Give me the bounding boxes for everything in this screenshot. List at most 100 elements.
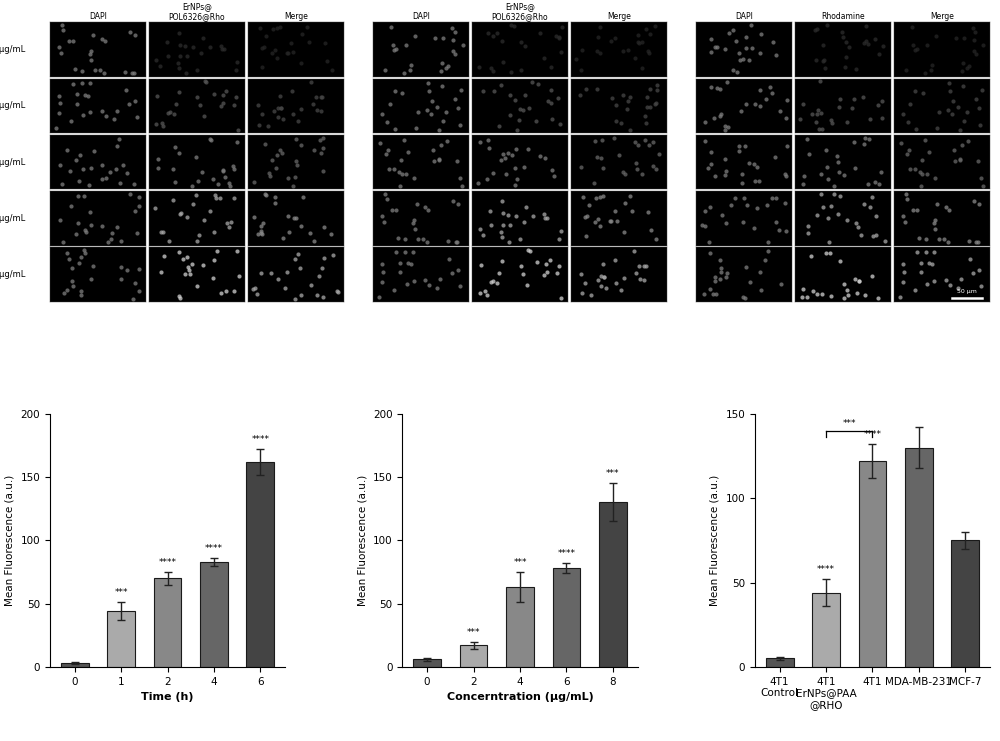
Point <box>206 112 222 124</box>
Point <box>929 76 945 87</box>
Point <box>379 249 395 261</box>
Bar <box>200 562 228 667</box>
Point <box>438 119 454 130</box>
Point <box>840 279 856 290</box>
Point <box>901 174 917 186</box>
Point <box>162 166 178 178</box>
Point <box>532 41 548 53</box>
Point <box>481 199 497 210</box>
Point <box>968 80 984 92</box>
Point <box>106 196 122 208</box>
Point <box>117 104 133 116</box>
Point <box>294 110 310 122</box>
Point <box>99 25 115 37</box>
Point <box>960 53 976 65</box>
Point <box>540 151 556 163</box>
Point <box>292 102 308 114</box>
Point <box>374 35 390 47</box>
Point <box>526 58 542 70</box>
Point <box>231 51 247 63</box>
Point <box>919 256 935 268</box>
Y-axis label: 4 μg/mL: 4 μg/mL <box>0 214 25 223</box>
Point <box>201 22 217 34</box>
Point <box>269 30 285 42</box>
Point <box>743 21 759 33</box>
Point <box>749 279 765 290</box>
Point <box>293 92 309 104</box>
Point <box>642 139 658 151</box>
Point <box>508 266 524 278</box>
Point <box>834 58 850 70</box>
Point <box>645 192 661 204</box>
Point <box>121 264 137 276</box>
Point <box>431 210 447 222</box>
Point <box>910 159 926 171</box>
Title: ErNPs@
POL6326@Rho: ErNPs@ POL6326@Rho <box>492 2 548 21</box>
Point <box>390 288 406 300</box>
Point <box>212 133 228 144</box>
Point <box>70 23 86 35</box>
Point <box>614 33 630 45</box>
Point <box>402 121 418 133</box>
Text: ****: **** <box>205 544 223 553</box>
Point <box>196 33 212 44</box>
Point <box>184 269 200 281</box>
Point <box>480 84 496 96</box>
Point <box>936 61 952 73</box>
Text: ***: *** <box>843 419 856 428</box>
Point <box>953 83 969 95</box>
Point <box>871 273 887 285</box>
Point <box>808 110 824 122</box>
Point <box>221 289 237 301</box>
Point <box>379 172 395 184</box>
Point <box>209 204 225 216</box>
Point <box>392 236 408 248</box>
Point <box>575 31 591 43</box>
Point <box>698 210 714 222</box>
Point <box>377 120 393 132</box>
Point <box>435 88 451 100</box>
Point <box>200 249 216 261</box>
Point <box>433 121 449 133</box>
Point <box>327 285 343 296</box>
Point <box>480 190 496 202</box>
Point <box>802 117 818 129</box>
Point <box>185 213 201 225</box>
Point <box>775 62 791 74</box>
Point <box>754 276 770 288</box>
Point <box>771 37 787 49</box>
Point <box>193 109 209 121</box>
Point <box>388 260 404 272</box>
Point <box>501 293 517 305</box>
Point <box>175 33 191 44</box>
Point <box>900 221 916 233</box>
Point <box>595 247 611 259</box>
Point <box>873 211 889 223</box>
Point <box>622 246 638 258</box>
Point <box>107 140 123 152</box>
Point <box>808 219 824 231</box>
Point <box>728 291 744 303</box>
Point <box>132 207 148 219</box>
Point <box>122 162 138 173</box>
Point <box>494 252 510 264</box>
Point <box>60 225 76 237</box>
Point <box>294 217 310 229</box>
Point <box>300 89 316 101</box>
Point <box>300 268 316 280</box>
Bar <box>107 611 135 667</box>
Point <box>833 67 849 79</box>
Point <box>713 176 729 187</box>
Point <box>940 170 956 182</box>
Point <box>723 90 739 102</box>
Point <box>288 44 304 56</box>
Point <box>825 33 841 44</box>
Point <box>595 219 611 230</box>
Point <box>821 112 837 124</box>
Point <box>499 64 515 76</box>
Point <box>388 99 404 111</box>
Point <box>717 112 733 124</box>
Title: Rhodamine: Rhodamine <box>821 13 865 21</box>
Point <box>431 210 447 222</box>
Point <box>85 159 101 171</box>
